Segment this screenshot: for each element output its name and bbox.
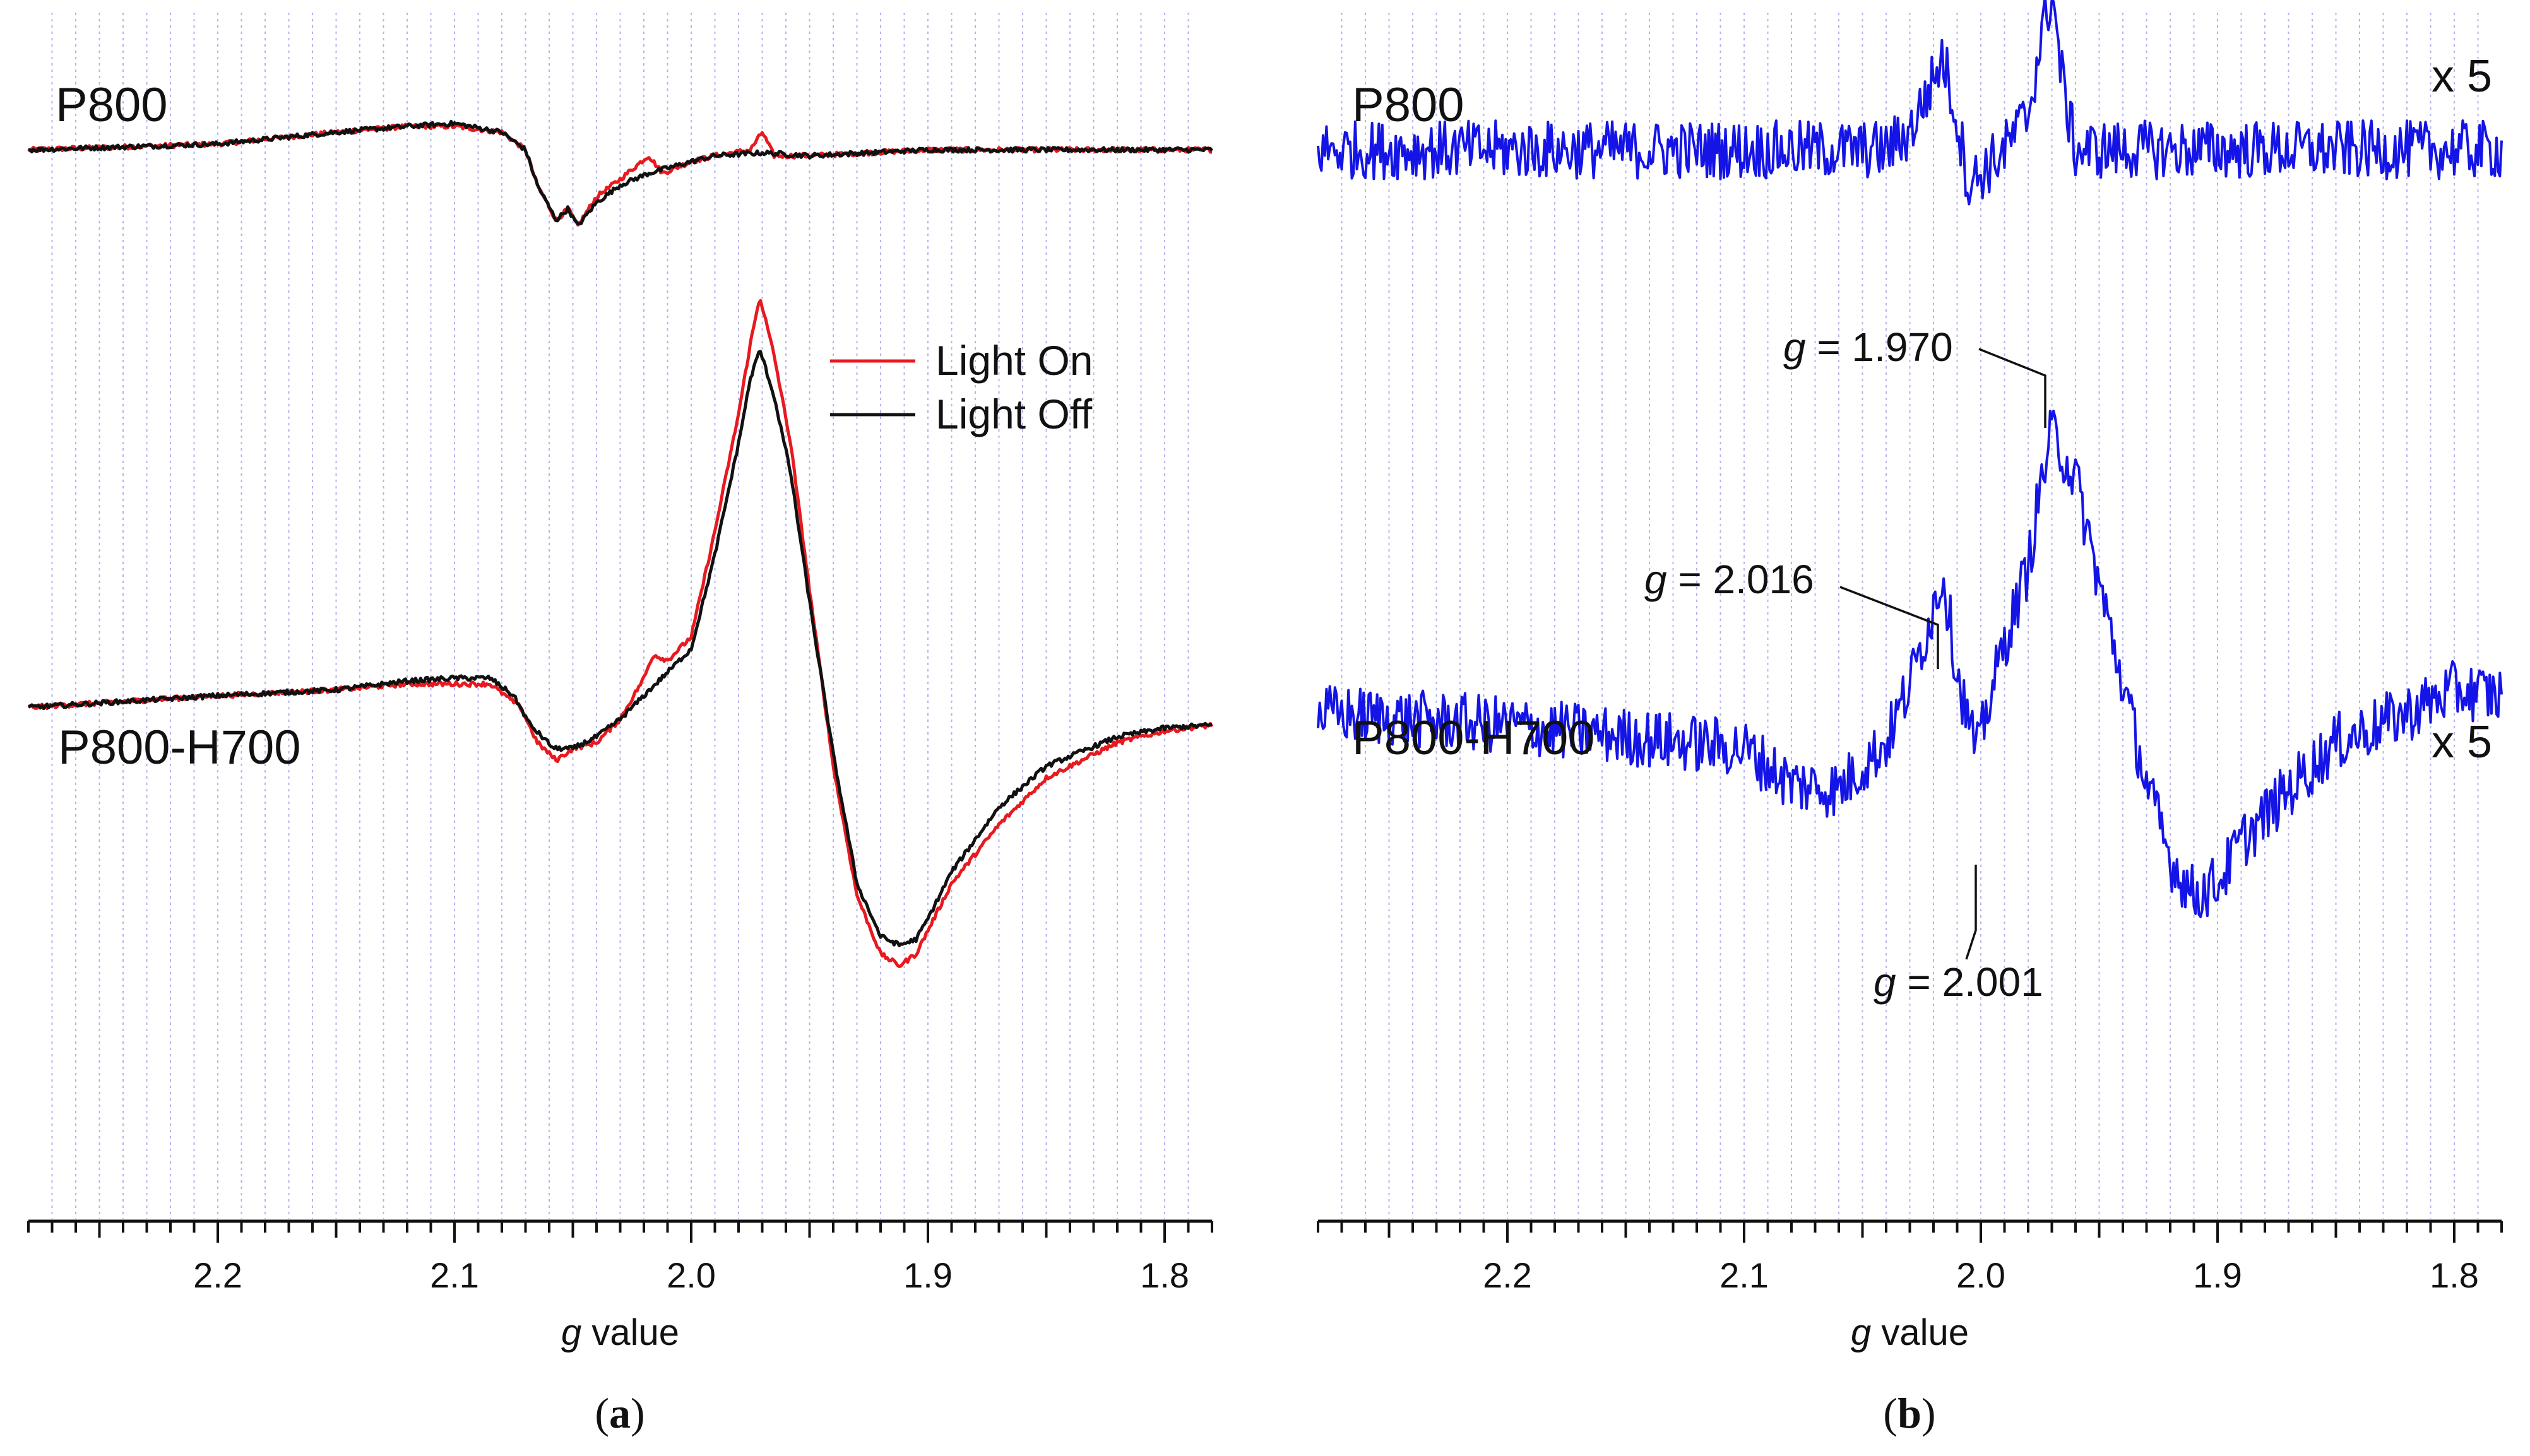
series-line bbox=[28, 119, 1213, 226]
tick-label: 1.9 bbox=[2193, 1255, 2242, 1295]
trace-label-bottom: P800-H700 bbox=[1352, 711, 1595, 765]
x-axis-label-g: g bbox=[1851, 1312, 1871, 1353]
annotation-label: g = 2.001 bbox=[1874, 959, 2043, 1005]
tick-label: 2.0 bbox=[1956, 1255, 2005, 1295]
annotation: g = 2.001 bbox=[1874, 865, 2043, 1005]
legend-label: Light Off bbox=[935, 391, 1093, 437]
annotation-label: g = 1.970 bbox=[1783, 324, 1953, 370]
tick-label: 2.2 bbox=[193, 1255, 242, 1295]
tick-label: 2.1 bbox=[430, 1255, 479, 1295]
trace-label-top: P800 bbox=[56, 78, 168, 132]
tick-label: 1.8 bbox=[2430, 1255, 2479, 1295]
x-axis-label: g value bbox=[561, 1312, 679, 1353]
annotation-leader bbox=[1965, 865, 1977, 960]
trace-label-bottom: P800-H700 bbox=[58, 721, 301, 774]
x-axis-label-g: g bbox=[561, 1312, 581, 1353]
series-group bbox=[1317, 0, 2503, 918]
annotation-leader bbox=[1839, 586, 1939, 669]
tick-label: 1.9 bbox=[903, 1255, 953, 1295]
legend-label: Light On bbox=[935, 337, 1093, 384]
scale-label: x 5 bbox=[2432, 51, 2492, 102]
panel-a: 2.2 2.1 2.0 1.9 1.8 g value (a) P800 P800-H700 Li… bbox=[27, 13, 1214, 1437]
x-axis-label: g value bbox=[1851, 1312, 1969, 1353]
tick-label: 2.0 bbox=[667, 1255, 716, 1295]
legend: Light On Light Off bbox=[830, 337, 1093, 437]
trace-label-top: P800 bbox=[1352, 78, 1464, 132]
gridlines bbox=[51, 13, 1189, 1219]
tick-label: 2.1 bbox=[1719, 1255, 1769, 1295]
annotation: g = 1.970 bbox=[1783, 324, 2046, 428]
series-line bbox=[1317, 410, 2503, 918]
x-axis-label-rest: value bbox=[1871, 1312, 1969, 1353]
annotation-label: g = 2.016 bbox=[1644, 557, 1814, 602]
panel-b: 2.2 2.1 2.0 1.9 1.8 g value (b) P800 P800-H700 x … bbox=[1317, 0, 2503, 1437]
panel-caption: (b) bbox=[1883, 1389, 1935, 1437]
scale-label: x 5 bbox=[2432, 717, 2492, 767]
annotation: g = 2.016 bbox=[1644, 557, 1939, 669]
x-axis: 2.2 2.1 2.0 1.9 1.8 g value bbox=[1317, 1219, 2503, 1353]
series-group bbox=[27, 119, 1214, 968]
series-line bbox=[1317, 0, 2503, 206]
tick-label: 1.8 bbox=[1140, 1255, 1189, 1295]
x-axis-label-rest: value bbox=[581, 1312, 679, 1353]
x-axis: 2.2 2.1 2.0 1.9 1.8 g value bbox=[27, 1219, 1213, 1353]
panel-caption: (a) bbox=[595, 1389, 644, 1437]
tick-label: 2.2 bbox=[1483, 1255, 1532, 1295]
gridlines bbox=[1341, 13, 2479, 1219]
series-line bbox=[27, 350, 1213, 947]
annotation-leader bbox=[1978, 348, 2046, 428]
